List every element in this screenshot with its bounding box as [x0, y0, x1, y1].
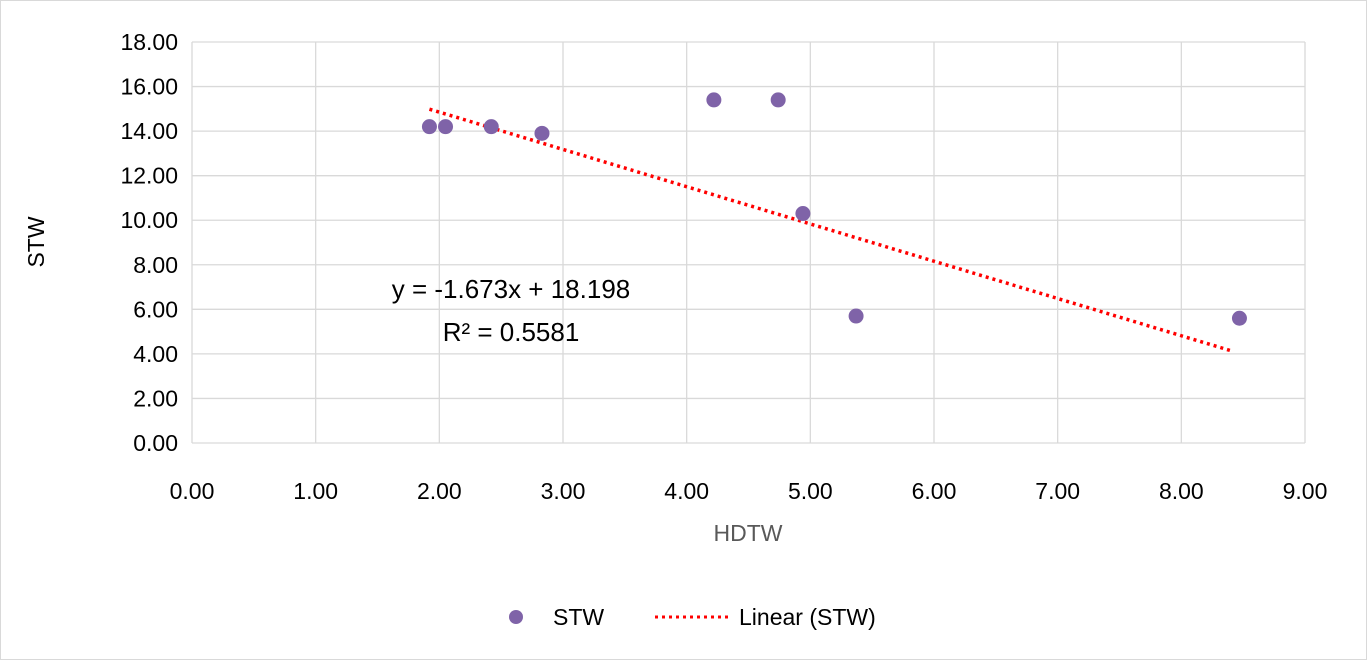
data-point [770, 92, 786, 108]
y-axis-title: STW [23, 216, 49, 267]
y-tick-label: 16.00 [120, 74, 178, 100]
data-point [483, 119, 499, 135]
data-point [421, 119, 437, 135]
x-axis-title: HDTW [714, 520, 783, 546]
x-tick-label: 9.00 [1283, 478, 1328, 504]
legend-item-linear-stw[interactable]: Linear (STW) [655, 604, 876, 630]
data-point [706, 92, 722, 108]
x-tick-label: 2.00 [417, 478, 462, 504]
trendline [428, 107, 1232, 353]
x-tick-label: 8.00 [1159, 478, 1204, 504]
y-tick-label: 12.00 [120, 163, 178, 189]
trendline-layer [428, 107, 1232, 353]
legend-marker-stw [509, 610, 523, 624]
y-axis-tick-labels: 0.00 2.00 4.00 6.00 8.00 10.00 12.00 14.00 16.00… [120, 29, 178, 456]
y-tick-label: 4.00 [133, 341, 178, 367]
x-tick-label: 4.00 [664, 478, 709, 504]
y-tick-label: 6.00 [133, 296, 178, 322]
x-tick-label: 3.00 [541, 478, 586, 504]
x-tick-label: 7.00 [1035, 478, 1080, 504]
trendline-r-squared: R² = 0.5581 [443, 317, 580, 347]
data-point [1231, 310, 1247, 326]
y-tick-label: 18.00 [120, 29, 178, 55]
legend: STW Linear (STW) [509, 604, 876, 630]
legend-item-stw[interactable]: STW [509, 604, 604, 630]
x-axis-tick-labels: 0.00 1.00 2.00 3.00 4.00 5.00 6.00 7.00 8.00 9.00 [170, 478, 1328, 504]
data-point [534, 125, 550, 141]
y-tick-label: 2.00 [133, 385, 178, 411]
trendline-equation: y = -1.673x + 18.198 [392, 274, 631, 304]
data-points [421, 92, 1247, 326]
x-tick-label: 6.00 [912, 478, 957, 504]
grid-lines [191, 41, 1306, 444]
y-tick-label: 8.00 [133, 252, 178, 278]
y-tick-label: 14.00 [120, 118, 178, 144]
legend-label-linear-stw: Linear (STW) [739, 604, 876, 630]
data-point [438, 119, 454, 135]
data-point [848, 308, 864, 324]
legend-label-stw: STW [553, 604, 604, 630]
data-point [795, 206, 811, 222]
x-tick-label: 1.00 [293, 478, 338, 504]
y-tick-label: 0.00 [133, 430, 178, 456]
y-tick-label: 10.00 [120, 207, 178, 233]
x-tick-label: 5.00 [788, 478, 833, 504]
x-tick-label: 0.00 [170, 478, 215, 504]
